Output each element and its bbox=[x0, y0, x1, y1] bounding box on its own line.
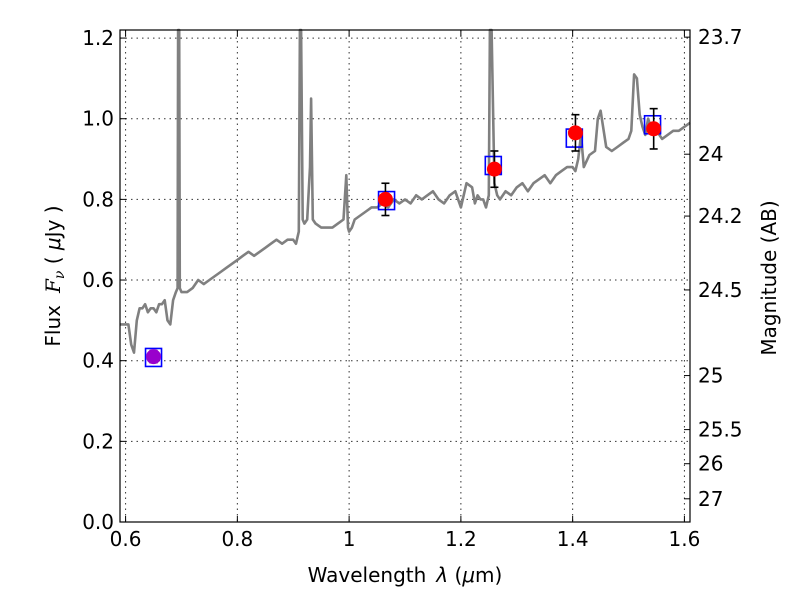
y-axis-title-symbol-nu: ν bbox=[52, 270, 68, 279]
y2-tick-label: 26 bbox=[698, 452, 723, 476]
y2-tick-label: 24.2 bbox=[698, 204, 743, 228]
observed-point bbox=[377, 191, 393, 207]
y-tick-label: 0.4 bbox=[82, 349, 114, 373]
observed-point bbox=[567, 125, 583, 141]
x-tick-label: 1 bbox=[343, 527, 356, 551]
y-axis-title-unit-mu: μ bbox=[41, 237, 65, 251]
y2-tick-label: 23.7 bbox=[698, 25, 743, 49]
x-tick-label: 1.4 bbox=[557, 527, 589, 551]
y-tick-label: 0.6 bbox=[82, 268, 114, 292]
x-tick-label: 0.6 bbox=[110, 527, 142, 551]
model-spectrum-line bbox=[120, 28, 691, 354]
y-tick-label: 1.0 bbox=[82, 107, 114, 131]
y-tick-label: 0.0 bbox=[82, 510, 114, 534]
x-axis-title-prefix: Wavelength bbox=[308, 563, 427, 587]
y-axis-title-prefix: Flux bbox=[41, 305, 65, 347]
x-tick-label: 1.2 bbox=[445, 527, 477, 551]
y-tick-label: 0.8 bbox=[82, 187, 114, 211]
y-tick-label: 0.2 bbox=[82, 429, 114, 453]
observed-point bbox=[646, 121, 662, 137]
x-axis-title-unit-rest: m) bbox=[475, 563, 502, 587]
x-axis-title: Wavelength λ (μm) bbox=[308, 563, 503, 587]
x-axis-title-unit-mu: μ bbox=[461, 563, 475, 587]
y2-tick-label: 27 bbox=[698, 487, 723, 511]
y-axis-title-unit-rest: Jy ) bbox=[41, 205, 65, 239]
x-tick-label: 0.8 bbox=[221, 527, 253, 551]
model-photometry-square bbox=[144, 347, 163, 368]
y-tick-label: 1.2 bbox=[82, 26, 114, 50]
plot-frame bbox=[119, 29, 691, 523]
y-axis-title: Flux Fν ( μJy ) bbox=[41, 205, 68, 346]
y-axis-title-symbol-f: F bbox=[41, 278, 65, 294]
model-spectrum bbox=[120, 28, 691, 354]
observed-data-points bbox=[146, 107, 662, 365]
observed-point bbox=[486, 161, 502, 177]
grid-lines bbox=[120, 30, 690, 523]
x-axis-title-symbol: λ bbox=[435, 563, 448, 587]
y2-axis-title: Magnitude (AB) bbox=[757, 200, 781, 355]
y-axis-title-unit-open: ( bbox=[41, 250, 65, 271]
x-tick-label: 1.6 bbox=[669, 527, 701, 551]
y2-tick-label: 25.5 bbox=[698, 418, 743, 442]
y2-tick-label: 25 bbox=[698, 364, 723, 388]
y2-tick-label: 24 bbox=[698, 142, 723, 166]
observed-point bbox=[146, 349, 162, 365]
y2-tick-label: 24.5 bbox=[698, 278, 743, 302]
axes: 0.6 0.8 1 1.2 1.4 1.6 0.0 0.2 0.4 0.6 0.8 1.0 1.2 23.… bbox=[82, 25, 742, 551]
x-axis-title-unit-open: ( bbox=[448, 563, 462, 587]
